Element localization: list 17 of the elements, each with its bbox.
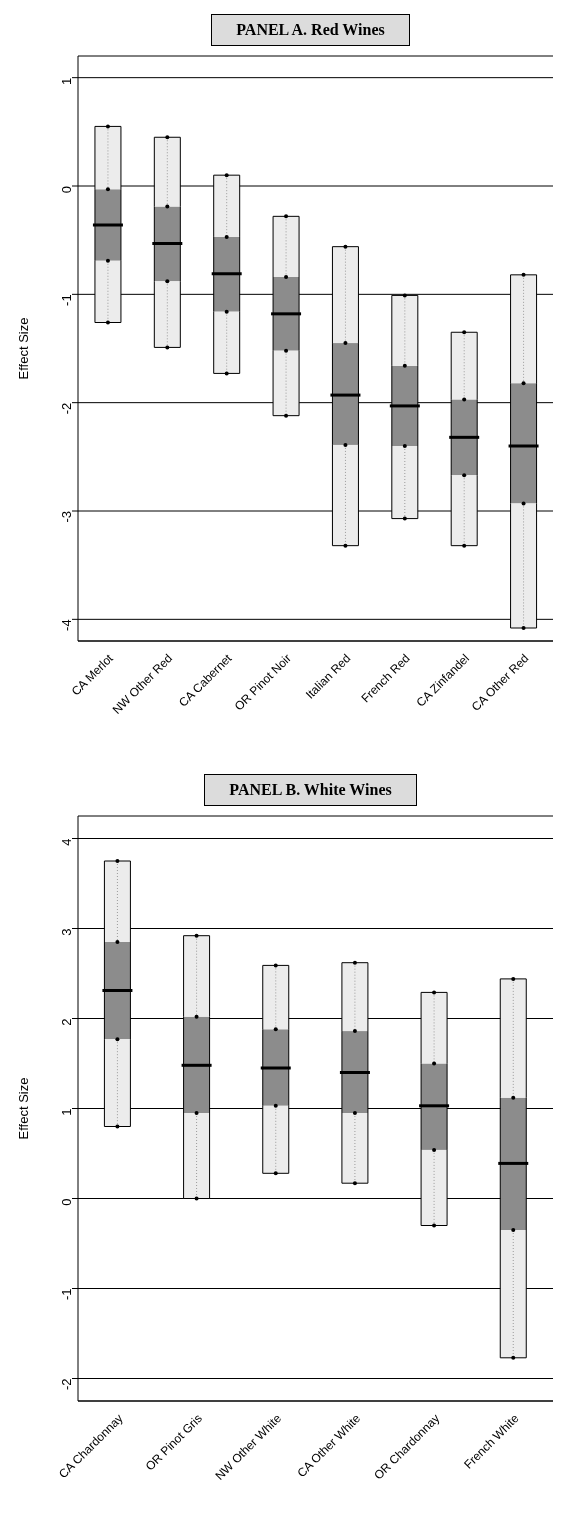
y-tick-label: 1 — [58, 77, 74, 85]
y-tick-label: -1 — [58, 1288, 74, 1301]
y-tick-label: 4 — [58, 838, 74, 846]
y-tick-label: 2 — [58, 1018, 74, 1026]
y-tick-label: -2 — [58, 402, 74, 415]
y-axis-title: Effect Size — [15, 1077, 31, 1140]
chart-title: PANEL A. Red Wines — [211, 14, 410, 46]
y-tick-label: 0 — [58, 186, 74, 194]
y-tick-label: -3 — [58, 511, 74, 523]
y-tick-label: 0 — [58, 1198, 74, 1206]
y-axis-title: Effect Size — [15, 317, 31, 380]
chart-title: PANEL B. White Wines — [204, 774, 417, 806]
y-tick-label: 3 — [58, 928, 74, 936]
y-tick-label: -4 — [58, 619, 74, 631]
y-tick-label: -1 — [58, 294, 74, 306]
y-tick-label: -2 — [58, 1378, 74, 1391]
y-tick-label: 1 — [58, 1108, 74, 1116]
